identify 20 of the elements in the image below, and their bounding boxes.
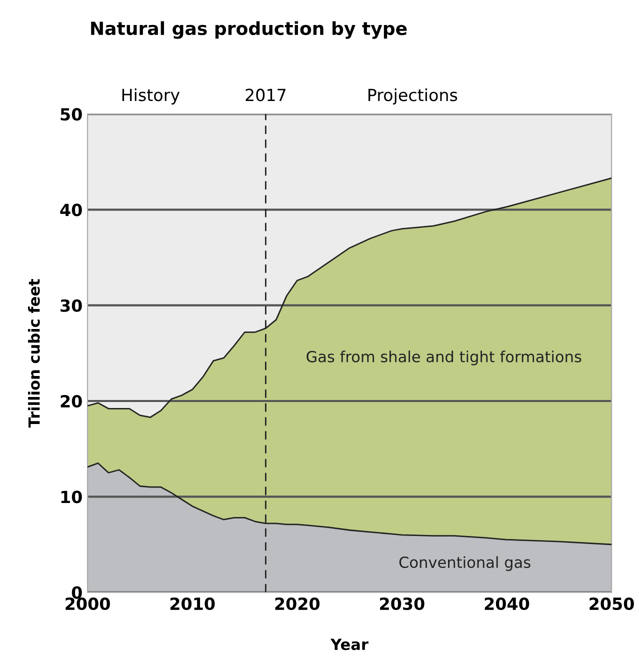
x-tick-label: 2020 — [275, 597, 320, 610]
x-tick-label: 2000 — [66, 597, 110, 610]
x-axis-title: Year — [330, 638, 368, 650]
x-tick-label: 2040 — [484, 597, 530, 610]
y-axis-title: Trillion cubic feet — [28, 278, 40, 428]
text: Projections — [368, 88, 458, 104]
series-label: Conventional gas — [399, 556, 530, 571]
y-tick-label: 20 — [60, 394, 82, 408]
y-tick-label: 0 — [72, 586, 82, 599]
chart-title: Natural gas production by type — [91, 21, 407, 39]
x-tick-label: 2030 — [380, 597, 424, 610]
text: History — [122, 88, 180, 104]
x-tick-label: 2050 — [590, 597, 634, 610]
x-tick-label: 2010 — [170, 597, 215, 610]
y-tick-label: 50 — [60, 108, 82, 121]
ref-line-label: 2017 — [246, 88, 286, 102]
y-tick-label: 30 — [60, 299, 82, 312]
y-tick-label: 10 — [61, 490, 82, 504]
y-tick-label: 40 — [60, 204, 82, 216]
series-label: Gas from shale and tight formations — [306, 350, 582, 366]
